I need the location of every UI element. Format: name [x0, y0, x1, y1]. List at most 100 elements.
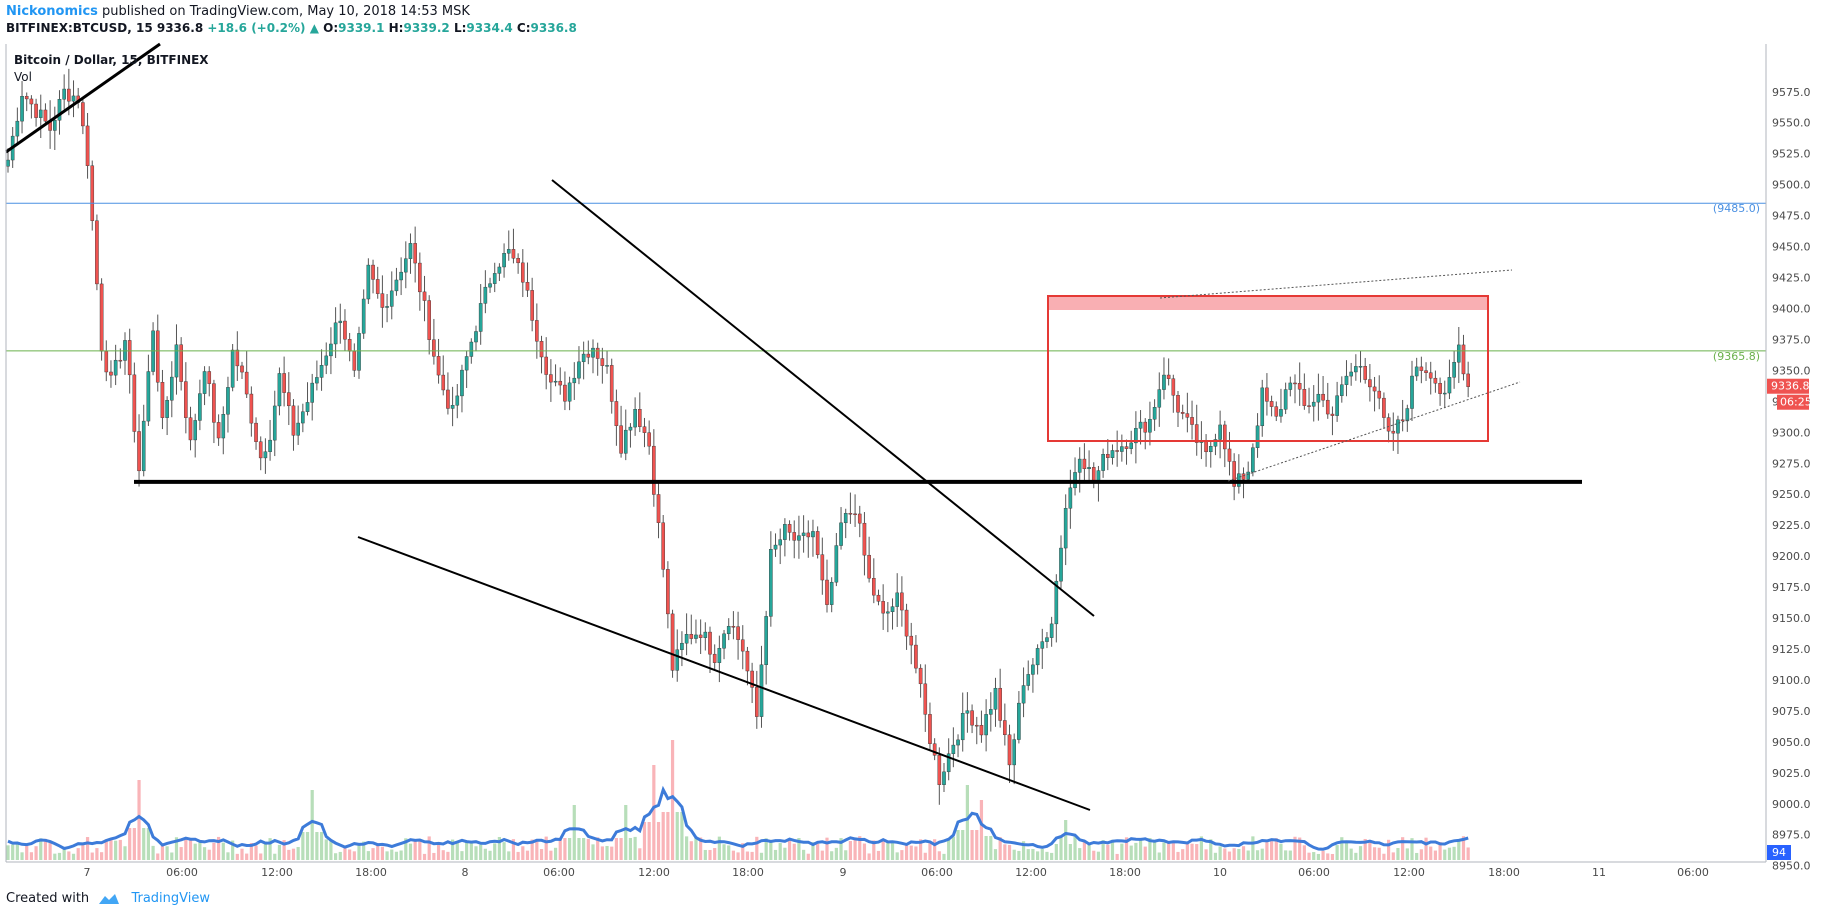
- candle-body: [254, 422, 258, 442]
- candle-body: [886, 611, 890, 614]
- volume-bar: [993, 849, 998, 860]
- volume-bar: [174, 837, 179, 860]
- candle-body: [474, 331, 478, 343]
- volume-bar: [301, 832, 305, 860]
- volume-bar: [787, 838, 792, 860]
- price-tick-label: 9000.0: [1772, 798, 1811, 811]
- candle-body: [1017, 702, 1021, 740]
- volume-bar: [759, 852, 764, 860]
- volume-bar: [156, 853, 160, 860]
- candle-body: [722, 633, 726, 649]
- volume-bar: [1129, 845, 1133, 860]
- candle-body: [1218, 424, 1222, 440]
- volume-bar: [376, 843, 380, 860]
- range-box-top-zone: [1048, 296, 1488, 310]
- candle-body: [1433, 377, 1438, 384]
- volume-bar: [1326, 853, 1330, 860]
- volume-bar: [881, 841, 885, 860]
- volume-bar: [727, 845, 731, 860]
- volume-bar: [530, 839, 534, 860]
- candle-body: [970, 710, 974, 726]
- candle-body: [1428, 372, 1433, 379]
- volume-bar: [455, 841, 459, 860]
- candle-body: [1087, 467, 1091, 470]
- candle-body: [787, 524, 792, 533]
- volume-bar: [825, 837, 829, 860]
- volume-bar: [67, 851, 71, 860]
- price-tick-label: 9350.0: [1772, 364, 1811, 377]
- range-box: [1047, 295, 1489, 442]
- price-tick-label: 9375.0: [1772, 333, 1811, 346]
- candle-body: [1405, 408, 1410, 422]
- volume-bar: [909, 845, 913, 860]
- volume-bar: [525, 850, 530, 860]
- candle-body: [577, 361, 581, 379]
- volume-moving-average: [7, 785, 1469, 851]
- volume-bar: [1363, 838, 1367, 860]
- candle-body: [600, 358, 605, 366]
- candle-body: [829, 581, 834, 605]
- volume-bar: [263, 841, 267, 860]
- candle-body: [736, 626, 740, 640]
- volume-bar: [1036, 851, 1040, 860]
- author-link[interactable]: Nickonomics: [6, 4, 98, 19]
- candle-body: [235, 349, 240, 367]
- price-tick-label: 9475.0: [1772, 210, 1811, 223]
- tradingview-brand-link[interactable]: TradingView: [131, 891, 210, 906]
- volume-bar: [1316, 853, 1320, 860]
- candle-body: [1157, 389, 1162, 408]
- volume-bar: [544, 836, 548, 860]
- volume-bar: [343, 847, 347, 860]
- volume-bar: [1354, 852, 1358, 860]
- time-tick-label: 12:00: [261, 866, 293, 879]
- time-axis[interactable]: 7 06:00 12:00 18:00 8 06:00 12:00 18:00 9 06:00 12…: [84, 866, 1709, 879]
- series-title: Bitcoin / Dollar, 15, BITFINEX: [14, 53, 209, 67]
- last-price: 9336.8: [156, 21, 204, 35]
- volume-bar: [811, 842, 815, 860]
- volume-bar: [890, 840, 895, 860]
- price-axis[interactable]: 9575.0 9550.0 9525.0 9500.0 9475.0 9450.0 9425…: [1772, 86, 1811, 873]
- volume-bar: [535, 841, 539, 860]
- candle-body: [385, 306, 389, 308]
- volume-bar: [1251, 836, 1255, 860]
- candle-body: [67, 88, 71, 102]
- volume-bar: [624, 805, 628, 860]
- candle-body: [614, 401, 619, 426]
- volume-bar: [1349, 848, 1353, 860]
- candle-body: [890, 606, 895, 613]
- volume-bar: [385, 851, 389, 860]
- candle-body: [1293, 382, 1297, 385]
- price-tick-label: 9300.0: [1772, 426, 1811, 439]
- volume-bar: [1368, 841, 1372, 860]
- volume-bar: [1012, 849, 1016, 860]
- publish-info: Nickonomics published on TradingView.com…: [6, 4, 470, 19]
- volume-bar: [118, 839, 122, 860]
- candle-body: [1424, 370, 1428, 373]
- time-tick-label: 7: [84, 866, 91, 879]
- last-price-badge: [1767, 378, 1809, 394]
- volume-bar: [586, 838, 590, 860]
- candle-body: [193, 420, 198, 441]
- candle-body: [1354, 366, 1358, 373]
- volume-bar: [25, 845, 29, 860]
- time-tick-label: 11: [1592, 866, 1606, 879]
- volume-bar: [1138, 839, 1143, 860]
- volume-bar: [85, 837, 90, 860]
- candle-body: [174, 344, 179, 378]
- candle-body: [305, 402, 310, 412]
- volume-bar: [656, 822, 661, 860]
- plot-area[interactable]: [6, 44, 1766, 862]
- candle-body: [918, 667, 923, 685]
- volume-bar: [100, 852, 104, 860]
- candle-body: [469, 341, 474, 357]
- candle-body: [104, 351, 109, 373]
- candle-body: [249, 393, 254, 424]
- candle-body: [1227, 448, 1232, 462]
- volume-bar: [628, 838, 633, 860]
- volume-bar: [745, 851, 750, 860]
- candle-body: [95, 220, 99, 285]
- volume-bar: [20, 852, 24, 860]
- countdown-badge: [1777, 394, 1809, 410]
- candle-body: [99, 283, 104, 352]
